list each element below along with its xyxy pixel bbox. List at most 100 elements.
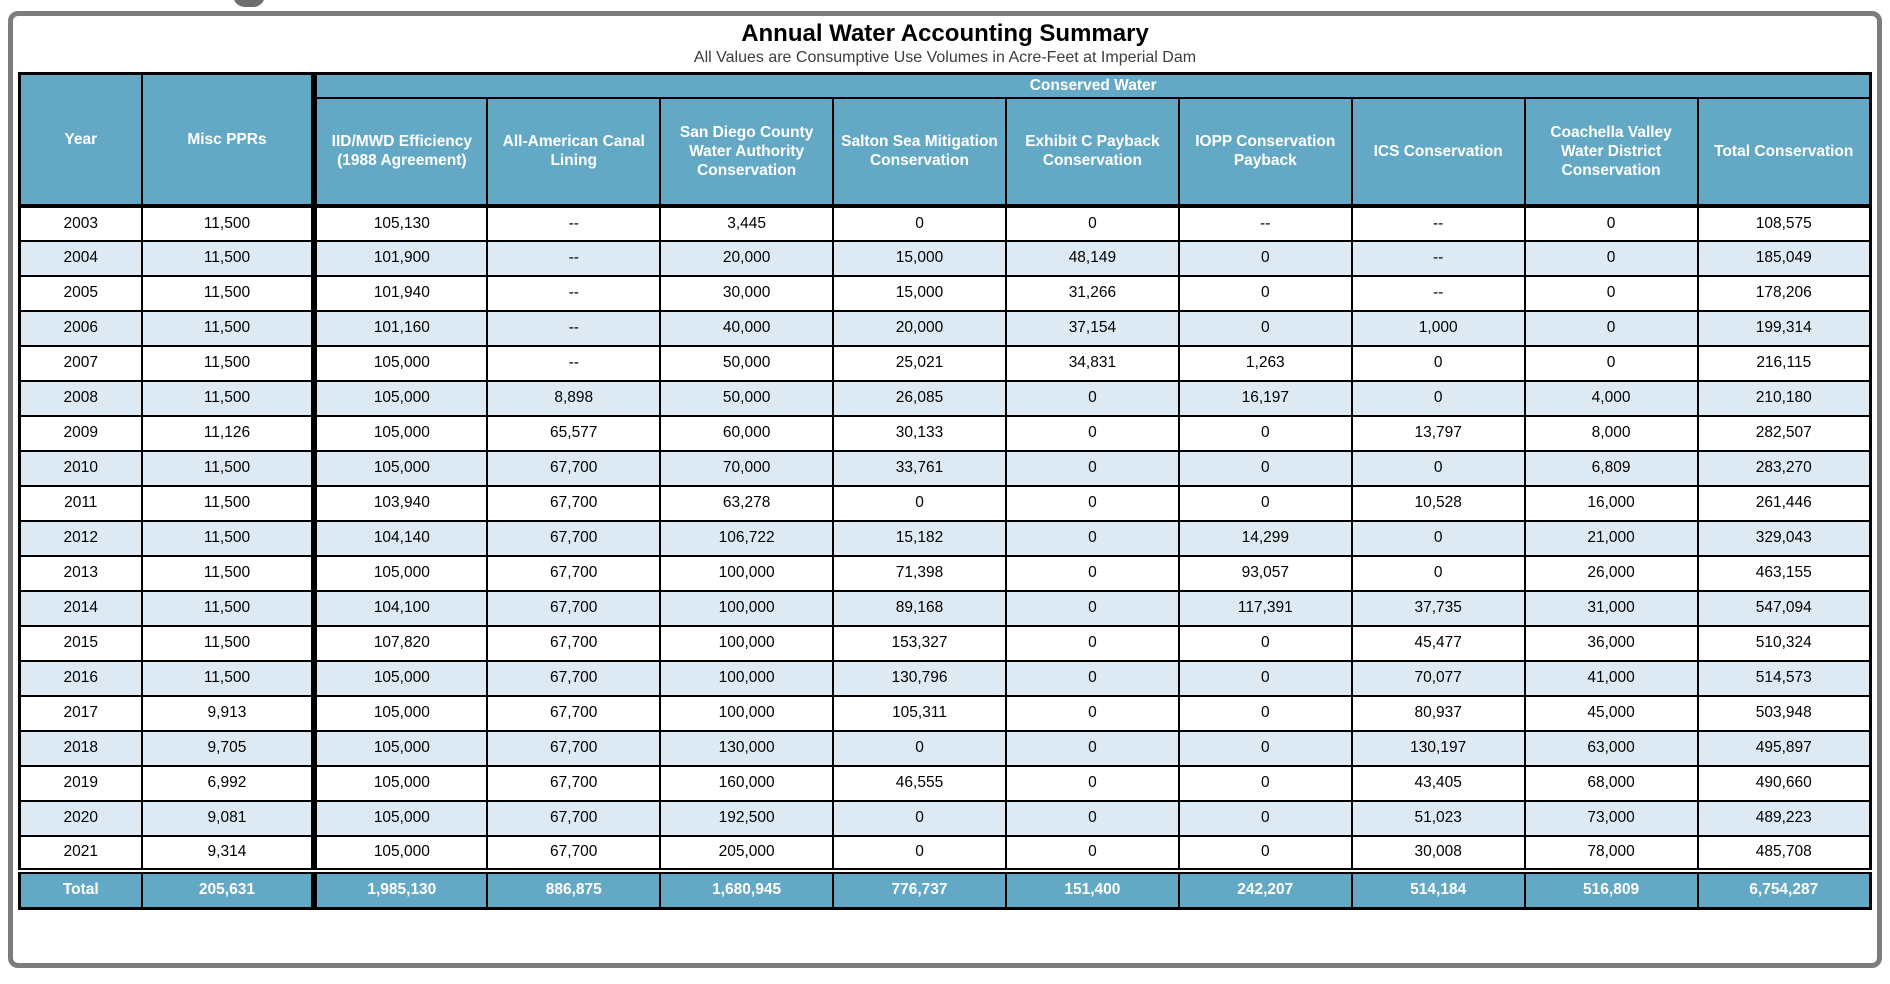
- data-cell-exhibit-c-payback-conservation: 0: [1004, 449, 1180, 487]
- data-cell-coachella-valley-water-district-conservation: 78,000: [1523, 834, 1699, 872]
- total-cell-ics-conservation: 514,184: [1350, 867, 1526, 910]
- col-header-all-american-canal-lining: All-American Canal Lining: [486, 96, 662, 208]
- data-cell-exhibit-c-payback-conservation: 31,266: [1004, 274, 1180, 312]
- year-cell: 2008: [18, 379, 143, 417]
- total-row: Total 205,631 1,985,130 886,875 1,680,945 776…: [18, 867, 1872, 910]
- data-cell-iopp-conservation-payback: 14,299: [1177, 519, 1353, 557]
- data-cell-total-conservation: 178,206: [1696, 274, 1872, 312]
- data-cell-misc-pprs: 11,500: [140, 239, 316, 277]
- data-cell-all-american-canal-lining: --: [486, 344, 662, 382]
- data-cell-exhibit-c-payback-conservation: 0: [1004, 519, 1180, 557]
- data-cell-san-diego-county-water-authority-conservation: 20,000: [659, 239, 835, 277]
- data-cell-iid-mwd-efficiency-1988-agreement: 105,000: [311, 379, 489, 417]
- data-cell-iopp-conservation-payback: 0: [1177, 414, 1353, 452]
- data-cell-exhibit-c-payback-conservation: 0: [1004, 799, 1180, 837]
- year-cell: 2016: [18, 659, 143, 697]
- data-cell-salton-sea-mitigation-conservation: 25,021: [832, 344, 1007, 382]
- total-cell-all-american-canal-lining: 886,875: [486, 867, 662, 910]
- data-cell-san-diego-county-water-authority-conservation: 100,000: [659, 659, 835, 697]
- data-cell-salton-sea-mitigation-conservation: 15,000: [832, 274, 1007, 312]
- data-cell-all-american-canal-lining: 67,700: [486, 694, 662, 732]
- table-row-2015: 2015 11,500 107,820 67,700 100,000 153,327 0 0 4…: [18, 624, 1872, 662]
- page-title: Annual Water Accounting Summary: [741, 20, 1149, 47]
- data-cell-total-conservation: 108,575: [1696, 204, 1872, 242]
- table-row-2016: 2016 11,500 105,000 67,700 100,000 130,796 0 0 7…: [18, 659, 1872, 697]
- data-cell-all-american-canal-lining: 67,700: [486, 659, 662, 697]
- data-cell-salton-sea-mitigation-conservation: 153,327: [832, 624, 1007, 662]
- data-cell-san-diego-county-water-authority-conservation: 205,000: [659, 834, 835, 872]
- data-cell-salton-sea-mitigation-conservation: 71,398: [832, 554, 1007, 592]
- col-header-iid-mwd-efficiency-1988-agreement: IID/MWD Efficiency (1988 Agreement): [311, 96, 489, 208]
- data-cell-total-conservation: 282,507: [1696, 414, 1872, 452]
- data-cell-all-american-canal-lining: 67,700: [486, 484, 662, 522]
- water-accounting-table: Year Misc PPRs Conserved Water IID/MWD Effi…: [18, 72, 1872, 910]
- year-cell: 2010: [18, 449, 143, 487]
- data-cell-coachella-valley-water-district-conservation: 0: [1523, 309, 1699, 347]
- data-cell-ics-conservation: 130,197: [1350, 729, 1526, 767]
- data-cell-iopp-conservation-payback: 1,263: [1177, 344, 1353, 382]
- data-cell-all-american-canal-lining: 67,700: [486, 764, 662, 802]
- data-cell-misc-pprs: 11,500: [140, 449, 316, 487]
- data-cell-iopp-conservation-payback: 0: [1177, 729, 1353, 767]
- data-cell-ics-conservation: 1,000: [1350, 309, 1526, 347]
- data-cell-coachella-valley-water-district-conservation: 68,000: [1523, 764, 1699, 802]
- total-label: Total: [18, 867, 143, 910]
- data-cell-misc-pprs: 11,500: [140, 344, 316, 382]
- year-cell: 2020: [18, 799, 143, 837]
- data-cell-iopp-conservation-payback: 0: [1177, 274, 1353, 312]
- table-row-2004: 2004 11,500 101,900 -- 20,000 15,000 48,149 0 --…: [18, 239, 1872, 277]
- table-footer: Total 205,631 1,985,130 886,875 1,680,945 776…: [18, 867, 1872, 910]
- data-cell-coachella-valley-water-district-conservation: 63,000: [1523, 729, 1699, 767]
- year-cell: 2004: [18, 239, 143, 277]
- year-cell: 2013: [18, 554, 143, 592]
- data-cell-salton-sea-mitigation-conservation: 0: [832, 204, 1007, 242]
- data-cell-exhibit-c-payback-conservation: 0: [1004, 484, 1180, 522]
- data-cell-iopp-conservation-payback: 16,197: [1177, 379, 1353, 417]
- table-header: Year Misc PPRs Conserved Water IID/MWD Effi…: [18, 72, 1872, 208]
- table-row-2003: 2003 11,500 105,130 -- 3,445 0 0 -- -- 0 108,575: [18, 204, 1872, 242]
- year-cell: 2017: [18, 694, 143, 732]
- data-cell-exhibit-c-payback-conservation: 0: [1004, 414, 1180, 452]
- table-row-2009: 2009 11,126 105,000 65,577 60,000 30,133 0 0 13,…: [18, 414, 1872, 452]
- col-header-iopp-conservation-payback: IOPP Conservation Payback: [1177, 96, 1353, 208]
- year-cell: 2015: [18, 624, 143, 662]
- report-frame: Annual Water Accounting Summary All Valu…: [8, 11, 1882, 968]
- data-cell-iopp-conservation-payback: 0: [1177, 694, 1353, 732]
- table-row-2006: 2006 11,500 101,160 -- 40,000 20,000 37,154 0 1,…: [18, 309, 1872, 347]
- data-cell-iid-mwd-efficiency-1988-agreement: 101,900: [311, 239, 489, 277]
- data-cell-misc-pprs: 11,500: [140, 274, 316, 312]
- data-cell-total-conservation: 490,660: [1696, 764, 1872, 802]
- table-row-2020: 2020 9,081 105,000 67,700 192,500 0 0 0 51,023 73…: [18, 799, 1872, 837]
- data-cell-iid-mwd-efficiency-1988-agreement: 105,000: [311, 414, 489, 452]
- total-cell-salton-sea-mitigation-conservation: 776,737: [832, 867, 1007, 910]
- data-cell-misc-pprs: 11,500: [140, 519, 316, 557]
- data-cell-iopp-conservation-payback: 117,391: [1177, 589, 1353, 627]
- data-cell-misc-pprs: 11,500: [140, 659, 316, 697]
- data-cell-iid-mwd-efficiency-1988-agreement: 105,130: [311, 204, 489, 242]
- col-header-san-diego-county-water-authority-conservation: San Diego County Water Authority Conserv…: [659, 96, 835, 208]
- data-cell-coachella-valley-water-district-conservation: 16,000: [1523, 484, 1699, 522]
- data-cell-coachella-valley-water-district-conservation: 0: [1523, 204, 1699, 242]
- data-cell-san-diego-county-water-authority-conservation: 40,000: [659, 309, 835, 347]
- data-cell-ics-conservation: 10,528: [1350, 484, 1526, 522]
- data-cell-total-conservation: 283,270: [1696, 449, 1872, 487]
- data-cell-misc-pprs: 11,500: [140, 204, 316, 242]
- data-cell-all-american-canal-lining: 67,700: [486, 834, 662, 872]
- table-row-2017: 2017 9,913 105,000 67,700 100,000 105,311 0 0 80…: [18, 694, 1872, 732]
- data-cell-misc-pprs: 9,081: [140, 799, 316, 837]
- data-cell-san-diego-county-water-authority-conservation: 160,000: [659, 764, 835, 802]
- data-cell-iid-mwd-efficiency-1988-agreement: 101,940: [311, 274, 489, 312]
- year-cell: 2006: [18, 309, 143, 347]
- data-cell-all-american-canal-lining: 67,700: [486, 519, 662, 557]
- data-cell-coachella-valley-water-district-conservation: 6,809: [1523, 449, 1699, 487]
- data-cell-salton-sea-mitigation-conservation: 26,085: [832, 379, 1007, 417]
- col-header-ics-conservation: ICS Conservation: [1350, 96, 1526, 208]
- data-cell-iopp-conservation-payback: 0: [1177, 799, 1353, 837]
- data-cell-ics-conservation: 80,937: [1350, 694, 1526, 732]
- data-cell-iid-mwd-efficiency-1988-agreement: 107,820: [311, 624, 489, 662]
- data-cell-ics-conservation: 51,023: [1350, 799, 1526, 837]
- data-cell-iid-mwd-efficiency-1988-agreement: 105,000: [311, 799, 489, 837]
- data-cell-salton-sea-mitigation-conservation: 20,000: [832, 309, 1007, 347]
- data-cell-iid-mwd-efficiency-1988-agreement: 105,000: [311, 764, 489, 802]
